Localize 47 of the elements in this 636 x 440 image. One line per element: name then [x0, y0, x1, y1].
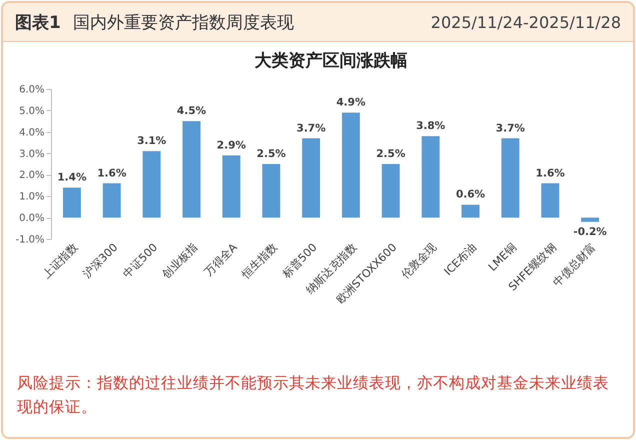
text: 国内外重要资产指数周度表现 [72, 12, 294, 34]
y-tick-label: 3.0% [19, 148, 44, 160]
data-label: 2.5% [376, 148, 406, 160]
bar [182, 121, 200, 218]
bar [62, 188, 81, 218]
x-tick-label: 万得全A [202, 240, 240, 279]
y-tick-label: 2.0% [19, 170, 44, 182]
data-label: 1.6% [536, 167, 566, 180]
text: 2025/11/24-2025/11/28 [430, 12, 621, 32]
data-label: 3.1% [137, 135, 167, 148]
data-label: 1.4% [57, 172, 87, 184]
y-tick-label: 1.0% [19, 192, 44, 203]
data-label: 3.8% [416, 120, 446, 132]
y-tick-label: 4.0% [19, 127, 44, 138]
data-label: 0.6% [456, 188, 486, 201]
data-label: 3.7% [496, 122, 526, 134]
text: 图表1 [15, 12, 61, 34]
bar [302, 138, 320, 218]
y-tick-label: 5.0% [19, 106, 44, 117]
bar [382, 164, 400, 218]
bar [342, 112, 360, 218]
bar [102, 183, 121, 218]
bar [222, 155, 240, 218]
bar [142, 151, 161, 218]
chart-title: 大类资产区间涨跌幅 [254, 51, 408, 71]
x-tick-label: ICE布油 [442, 240, 479, 278]
data-label: 4.9% [336, 96, 366, 109]
bar [262, 164, 280, 218]
data-label: 4.5% [176, 105, 207, 118]
bar [541, 183, 560, 218]
bar [501, 138, 520, 218]
y-tick-label: -1.0% [15, 234, 44, 246]
x-tick-label: 创业板指 [160, 240, 200, 282]
y-tick-label: 0.0% [19, 213, 44, 224]
data-label: -0.2% [573, 226, 608, 238]
bar [422, 136, 440, 218]
x-tick-label: 恒生指数 [238, 240, 280, 282]
data-label: 2.9% [216, 139, 246, 152]
bar [581, 218, 600, 222]
data-label: 1.6% [97, 167, 127, 180]
data-label: 2.5% [256, 148, 286, 160]
text: 风险提示：指数的过往业绩并不能预示其未来业绩表现，亦不构成对基金未来业绩表现的保证。 [17, 373, 610, 418]
data-label: 3.7% [296, 122, 326, 134]
x-tick-label: 沪深300 [80, 240, 120, 280]
y-tick-label: 6.0% [19, 84, 44, 96]
bar [462, 204, 480, 218]
x-tick-label: 伦敦金现 [398, 240, 440, 282]
